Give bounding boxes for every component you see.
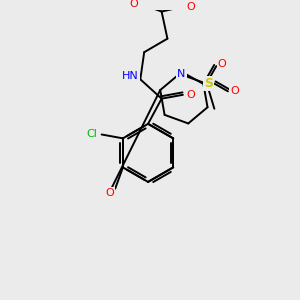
- Text: O: O: [186, 2, 195, 12]
- Text: HN: HN: [122, 71, 139, 81]
- Text: O: O: [230, 86, 239, 96]
- Text: O: O: [186, 90, 195, 100]
- Text: O: O: [129, 0, 138, 9]
- Text: O: O: [105, 188, 114, 198]
- Text: N: N: [177, 69, 186, 79]
- Text: O: O: [218, 59, 226, 69]
- Text: Cl: Cl: [86, 130, 98, 140]
- Text: S: S: [204, 77, 213, 90]
